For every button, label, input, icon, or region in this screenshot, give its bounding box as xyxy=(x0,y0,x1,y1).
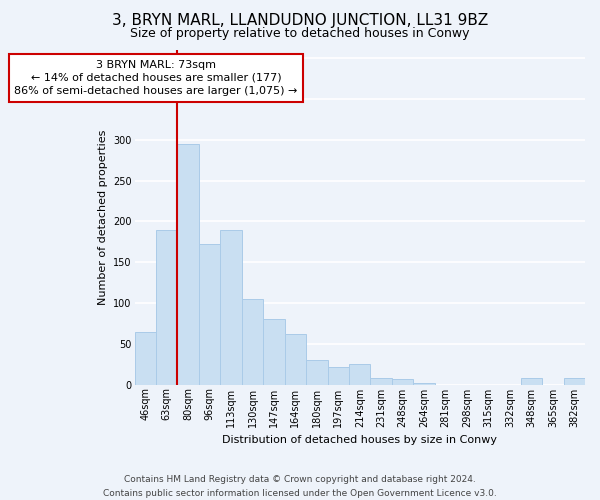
Bar xyxy=(306,360,328,384)
Bar xyxy=(220,230,242,384)
Bar xyxy=(156,230,178,384)
Bar xyxy=(328,366,349,384)
Bar xyxy=(199,244,220,384)
X-axis label: Distribution of detached houses by size in Conwy: Distribution of detached houses by size … xyxy=(222,435,497,445)
Bar xyxy=(284,334,306,384)
Bar xyxy=(521,378,542,384)
Text: Contains HM Land Registry data © Crown copyright and database right 2024.
Contai: Contains HM Land Registry data © Crown c… xyxy=(103,476,497,498)
Bar xyxy=(134,332,156,384)
Bar xyxy=(263,320,284,384)
Bar xyxy=(563,378,585,384)
Y-axis label: Number of detached properties: Number of detached properties xyxy=(98,130,107,305)
Text: 3 BRYN MARL: 73sqm
← 14% of detached houses are smaller (177)
86% of semi-detach: 3 BRYN MARL: 73sqm ← 14% of detached hou… xyxy=(14,60,298,96)
Bar xyxy=(242,299,263,384)
Bar xyxy=(370,378,392,384)
Bar xyxy=(413,383,435,384)
Text: Size of property relative to detached houses in Conwy: Size of property relative to detached ho… xyxy=(130,28,470,40)
Bar xyxy=(178,144,199,384)
Bar xyxy=(349,364,370,384)
Text: 3, BRYN MARL, LLANDUDNO JUNCTION, LL31 9BZ: 3, BRYN MARL, LLANDUDNO JUNCTION, LL31 9… xyxy=(112,12,488,28)
Bar xyxy=(392,379,413,384)
